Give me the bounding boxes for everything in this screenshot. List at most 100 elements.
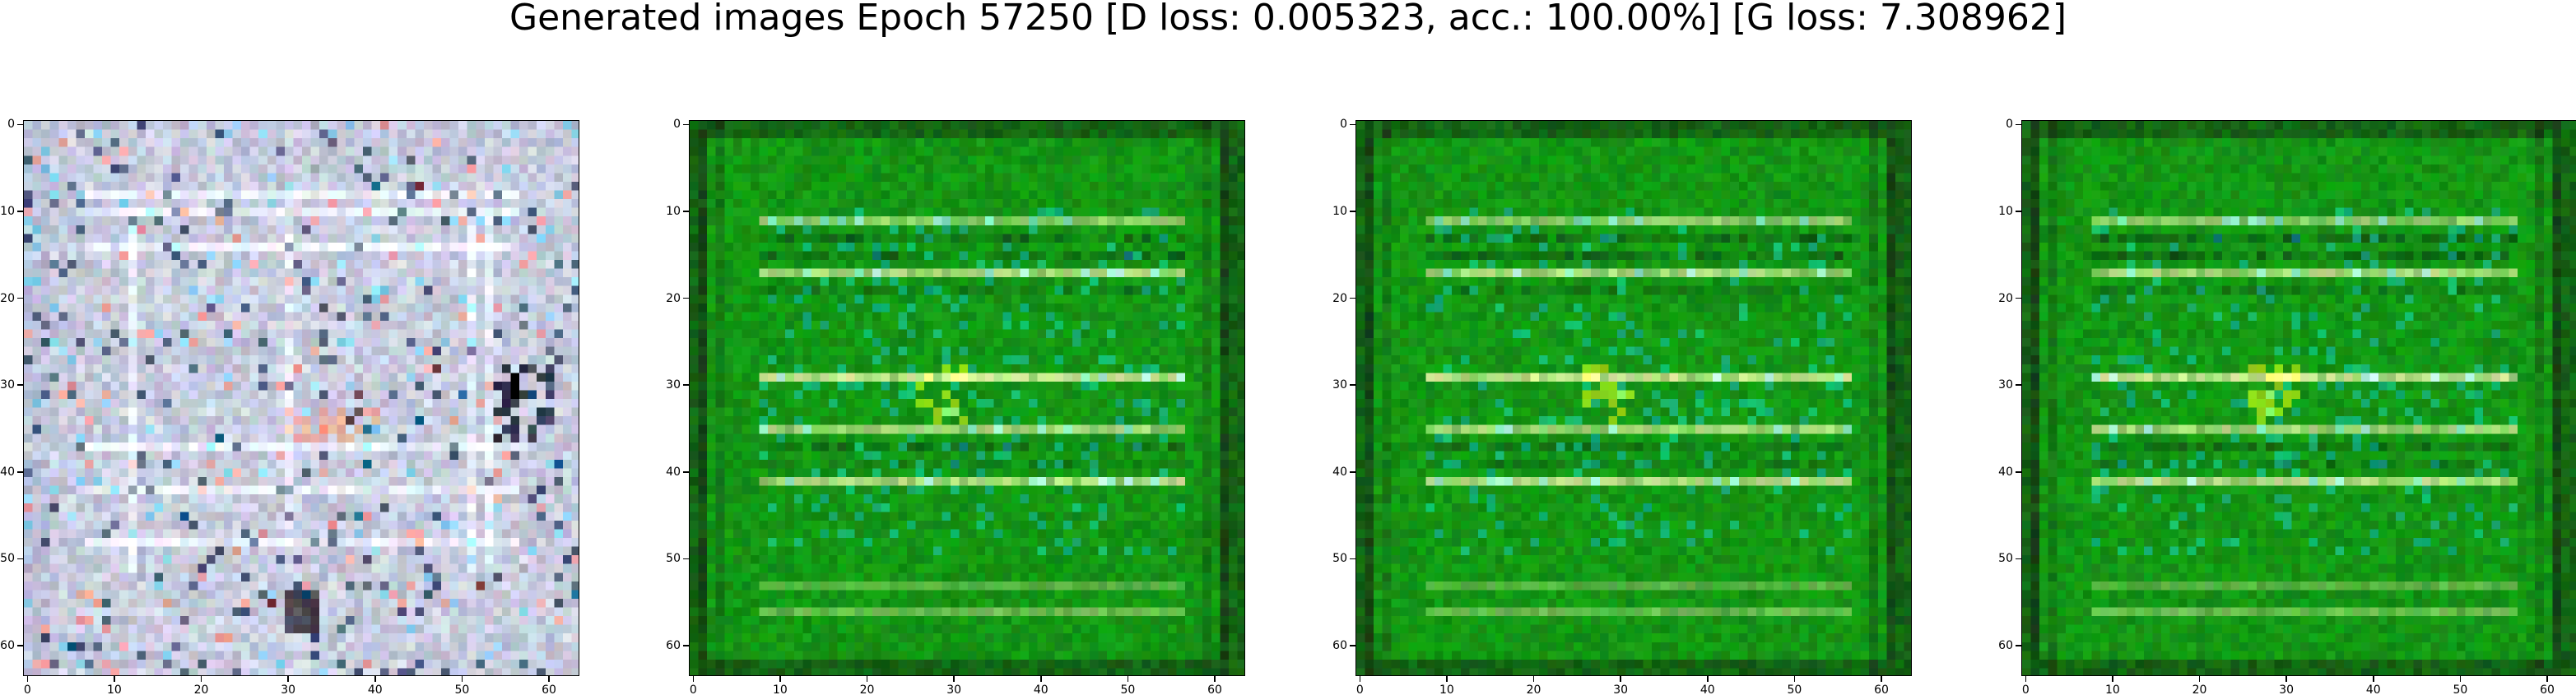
x-tick-label: 40 (2365, 683, 2381, 695)
y-tick-mark (2016, 211, 2021, 212)
x-tick-label: 0 (689, 683, 697, 695)
x-tick-label: 0 (1355, 683, 1364, 695)
x-tick-mark (1127, 676, 1129, 682)
y-tick-label: 20 (0, 291, 15, 305)
y-tick-mark (17, 211, 23, 212)
x-tick-label: 40 (1033, 683, 1049, 695)
x-tick-label: 40 (367, 683, 383, 695)
x-tick-mark (692, 676, 695, 682)
y-tick-mark (17, 297, 23, 299)
x-tick-mark (2546, 676, 2548, 682)
x-tick-label: 30 (281, 683, 296, 695)
image-panel-3: 0 0 10 10 20 20 30 30 40 40 50 50 60 60 (1332, 118, 1912, 695)
y-tick-label: 0 (2006, 118, 2013, 132)
x-tick-mark (779, 676, 781, 682)
x-tick-mark (2459, 676, 2462, 682)
y-tick-mark (2016, 471, 2021, 473)
x-tick-mark (114, 676, 115, 682)
y-tick-mark (2016, 558, 2021, 560)
x-tick-label: 40 (1700, 683, 1715, 695)
x-tick-mark (2373, 676, 2374, 682)
y-tick-label: 20 (1998, 291, 2013, 305)
y-tick-label: 20 (1332, 291, 1347, 305)
y-tick-mark (683, 384, 689, 386)
y-tick-mark (1350, 211, 1355, 212)
y-tick-mark (17, 645, 23, 646)
x-tick-label: 10 (772, 683, 788, 695)
image-panel-4: 0 0 10 10 20 20 30 30 40 40 50 50 60 60 (1998, 118, 2576, 695)
x-tick-mark (548, 676, 550, 682)
x-tick-mark (26, 676, 29, 682)
y-tick-label: 20 (666, 291, 681, 305)
y-tick-mark (2016, 297, 2021, 299)
image-panel-2: 0 0 10 10 20 20 30 30 40 40 50 50 60 60 (666, 118, 1245, 695)
y-tick-mark (1350, 123, 1355, 126)
y-tick-label: 40 (1332, 465, 1347, 479)
y-tick-mark (17, 384, 23, 386)
x-tick-mark (1532, 676, 1535, 682)
x-tick-label: 10 (2104, 683, 2120, 695)
y-tick-label: 50 (1332, 552, 1347, 566)
x-tick-label: 20 (859, 683, 875, 695)
y-tick-label: 50 (0, 552, 15, 566)
y-tick-label: 50 (1998, 552, 2013, 566)
x-tick-label: 50 (1787, 683, 1802, 695)
y-tick-mark (1350, 471, 1355, 473)
y-tick-mark (2016, 384, 2021, 386)
y-tick-label: 30 (1998, 378, 2013, 392)
x-tick-label: 50 (1120, 683, 1136, 695)
x-tick-mark (1214, 676, 1216, 682)
x-tick-mark (2025, 676, 2027, 682)
y-tick-label: 40 (0, 465, 15, 479)
x-tick-mark (953, 676, 955, 682)
x-tick-mark (1040, 676, 1042, 682)
x-tick-label: 60 (2540, 683, 2555, 695)
x-tick-mark (1881, 676, 1882, 682)
generated-image-pixels (1356, 121, 1911, 675)
x-tick-mark (374, 676, 376, 682)
x-tick-label: 10 (1439, 683, 1454, 695)
x-tick-mark (1446, 676, 1448, 682)
image-panel-1: 0 0 10 10 20 20 30 30 40 40 50 50 60 60 (0, 118, 579, 695)
y-tick-mark (2016, 123, 2021, 126)
x-tick-mark (1793, 676, 1796, 682)
y-tick-mark (683, 471, 689, 473)
y-tick-mark (17, 123, 23, 126)
x-tick-label: 50 (2453, 683, 2468, 695)
x-tick-mark (2198, 676, 2201, 682)
generated-image-3 (1355, 120, 1912, 676)
generated-image-2 (689, 120, 1245, 676)
y-tick-label: 40 (666, 465, 681, 479)
y-tick-mark (1350, 384, 1355, 386)
y-tick-label: 60 (0, 639, 15, 653)
x-tick-label: 60 (1874, 683, 1889, 695)
x-tick-label: 20 (2192, 683, 2207, 695)
y-tick-mark (2016, 645, 2021, 646)
y-tick-label: 0 (673, 118, 681, 132)
y-tick-label: 10 (1998, 204, 2013, 218)
y-tick-mark (1350, 558, 1355, 560)
y-tick-mark (683, 645, 689, 646)
y-tick-label: 40 (1998, 465, 2013, 479)
x-tick-mark (1707, 676, 1709, 682)
y-tick-label: 0 (1340, 118, 1347, 132)
y-tick-label: 50 (666, 552, 681, 566)
y-tick-mark (683, 123, 689, 126)
y-tick-label: 60 (1998, 639, 2013, 653)
y-tick-label: 10 (666, 204, 681, 218)
x-tick-label: 30 (946, 683, 962, 695)
generated-image-pixels (2022, 121, 2576, 675)
x-tick-mark (287, 676, 289, 682)
y-tick-mark (683, 558, 689, 560)
generated-image-1 (23, 120, 579, 676)
x-tick-label: 60 (1207, 683, 1222, 695)
y-tick-label: 30 (1332, 378, 1347, 392)
y-tick-mark (683, 297, 689, 299)
x-tick-mark (461, 676, 463, 682)
figure-title: Generated images Epoch 57250 [D loss: 0.… (509, 0, 2067, 39)
y-tick-mark (1350, 297, 1355, 299)
y-tick-mark (683, 211, 689, 212)
y-tick-label: 0 (7, 118, 15, 132)
x-tick-label: 10 (106, 683, 122, 695)
